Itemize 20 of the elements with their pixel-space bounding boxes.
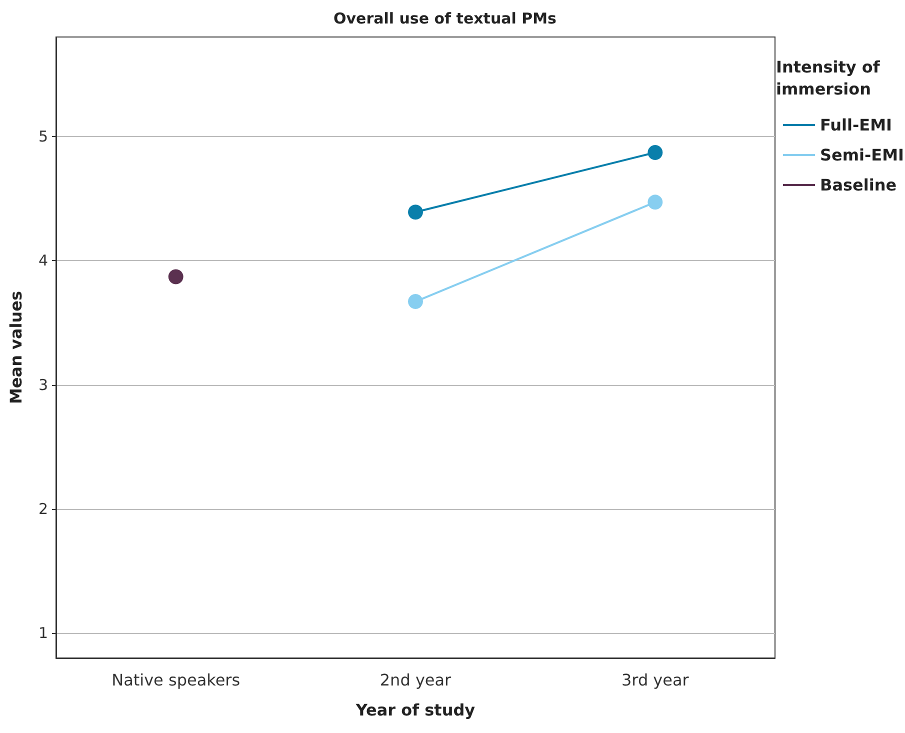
- point: [408, 294, 423, 310]
- x-tick-label: 2nd year: [380, 670, 452, 690]
- chart-title: Overall use of textual PMs: [334, 10, 557, 28]
- legend-title: Intensity of immersion: [776, 58, 886, 98]
- y-tick-label: 3: [38, 376, 48, 394]
- y-tick-label: 1: [38, 624, 48, 642]
- point: [648, 145, 663, 160]
- point: [408, 204, 423, 220]
- y-tick-label: 5: [38, 127, 48, 146]
- legend-label: Baseline: [820, 176, 897, 194]
- point: [648, 194, 663, 210]
- legend-label: Full-EMI: [820, 116, 892, 134]
- y-axis-title: Mean values: [6, 290, 26, 404]
- y-tick-label: 4: [38, 252, 48, 270]
- legend-label: Semi-EMI: [820, 146, 904, 164]
- point: [168, 269, 184, 284]
- x-tick-label: Native speakers: [112, 670, 240, 690]
- x-axis-title: Year of study: [354, 700, 476, 720]
- y-tick-label: 2: [38, 500, 48, 518]
- x-tick-label: 3rd year: [621, 670, 690, 690]
